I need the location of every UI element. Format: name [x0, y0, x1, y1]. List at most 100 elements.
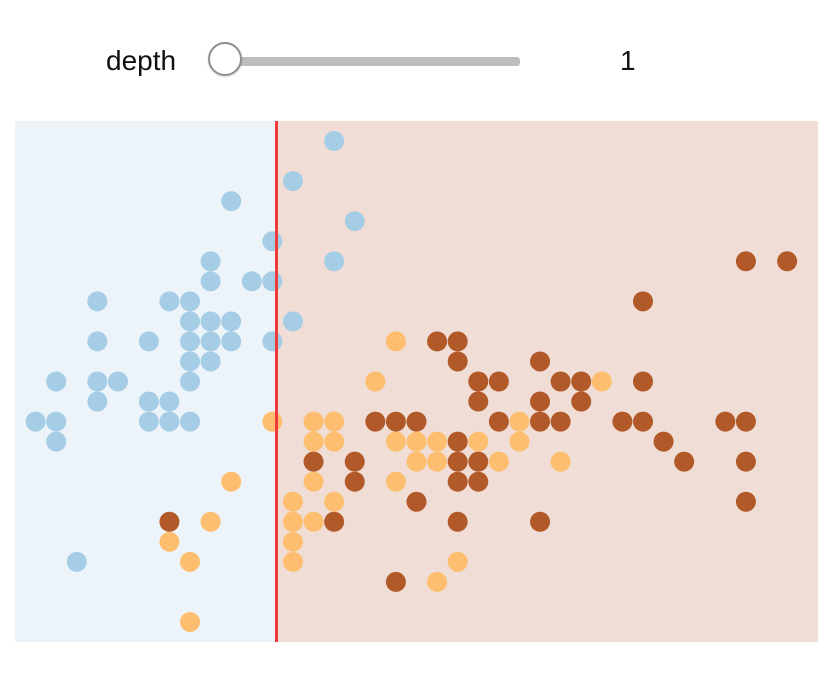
data-point: [385, 411, 406, 432]
data-point: [324, 431, 345, 452]
data-point: [180, 291, 201, 312]
data-point: [509, 431, 530, 452]
data-point: [303, 451, 324, 472]
data-point: [571, 391, 592, 412]
data-point: [282, 171, 303, 192]
data-point: [488, 411, 509, 432]
data-point: [221, 331, 242, 352]
data-point: [406, 491, 427, 512]
data-point: [180, 351, 201, 372]
data-point: [735, 411, 756, 432]
data-point: [324, 511, 345, 532]
data-point: [324, 131, 345, 152]
data-point: [159, 511, 180, 532]
data-point: [777, 251, 798, 272]
data-point: [324, 411, 345, 432]
data-point: [591, 371, 612, 392]
data-point: [365, 371, 386, 392]
data-point: [447, 471, 468, 492]
data-point: [571, 371, 592, 392]
data-point: [262, 271, 283, 292]
region-right: [276, 121, 818, 642]
data-point: [282, 551, 303, 572]
data-point: [344, 471, 365, 492]
data-point: [180, 311, 201, 332]
data-point: [87, 331, 108, 352]
data-point: [447, 331, 468, 352]
data-point: [262, 411, 283, 432]
data-point: [468, 391, 489, 412]
data-point: [180, 551, 201, 572]
data-point: [447, 551, 468, 572]
data-point: [385, 331, 406, 352]
data-point: [468, 471, 489, 492]
data-point: [468, 451, 489, 472]
data-point: [365, 411, 386, 432]
data-point: [324, 251, 345, 272]
data-point: [735, 451, 756, 472]
data-point: [138, 411, 159, 432]
data-point: [159, 531, 180, 552]
scatter-points: [25, 131, 798, 632]
data-point: [25, 411, 46, 432]
data-point: [46, 431, 67, 452]
data-point: [406, 451, 427, 472]
data-point: [735, 251, 756, 272]
data-point: [46, 411, 67, 432]
data-point: [200, 271, 221, 292]
data-point: [282, 531, 303, 552]
data-point: [674, 451, 695, 472]
data-point: [107, 371, 128, 392]
data-point: [447, 351, 468, 372]
data-point: [138, 331, 159, 352]
data-point: [550, 451, 571, 472]
data-point: [632, 291, 653, 312]
data-point: [262, 331, 283, 352]
data-point: [427, 451, 448, 472]
data-point: [241, 271, 262, 292]
data-point: [200, 331, 221, 352]
data-point: [282, 511, 303, 532]
data-point: [159, 291, 180, 312]
data-point: [550, 411, 571, 432]
data-point: [180, 371, 201, 392]
data-point: [385, 471, 406, 492]
data-point: [530, 411, 551, 432]
data-point: [180, 611, 201, 632]
depth-value: 1: [620, 45, 636, 76]
depth-control: depth 1: [0, 0, 832, 120]
depth-slider[interactable]: [206, 40, 522, 82]
data-point: [200, 311, 221, 332]
data-point: [303, 471, 324, 492]
data-point: [138, 391, 159, 412]
data-point: [468, 371, 489, 392]
data-point: [488, 451, 509, 472]
data-point: [530, 511, 551, 532]
data-point: [87, 371, 108, 392]
data-point: [427, 331, 448, 352]
data-point: [530, 351, 551, 372]
data-point: [262, 231, 283, 252]
data-point: [303, 431, 324, 452]
data-point: [200, 251, 221, 272]
data-point: [406, 431, 427, 452]
depth-slider-thumb[interactable]: [208, 42, 242, 76]
data-point: [159, 411, 180, 432]
data-point: [66, 551, 87, 572]
data-point: [488, 371, 509, 392]
data-point: [447, 451, 468, 472]
data-point: [303, 411, 324, 432]
data-point: [221, 191, 242, 212]
data-point: [324, 491, 345, 512]
data-point: [468, 431, 489, 452]
data-point: [653, 431, 674, 452]
data-point: [180, 331, 201, 352]
data-point: [221, 311, 242, 332]
data-point: [180, 411, 201, 432]
data-point: [385, 571, 406, 592]
data-point: [87, 391, 108, 412]
data-point: [159, 391, 180, 412]
depth-slider-track[interactable]: [226, 57, 520, 66]
data-point: [530, 391, 551, 412]
